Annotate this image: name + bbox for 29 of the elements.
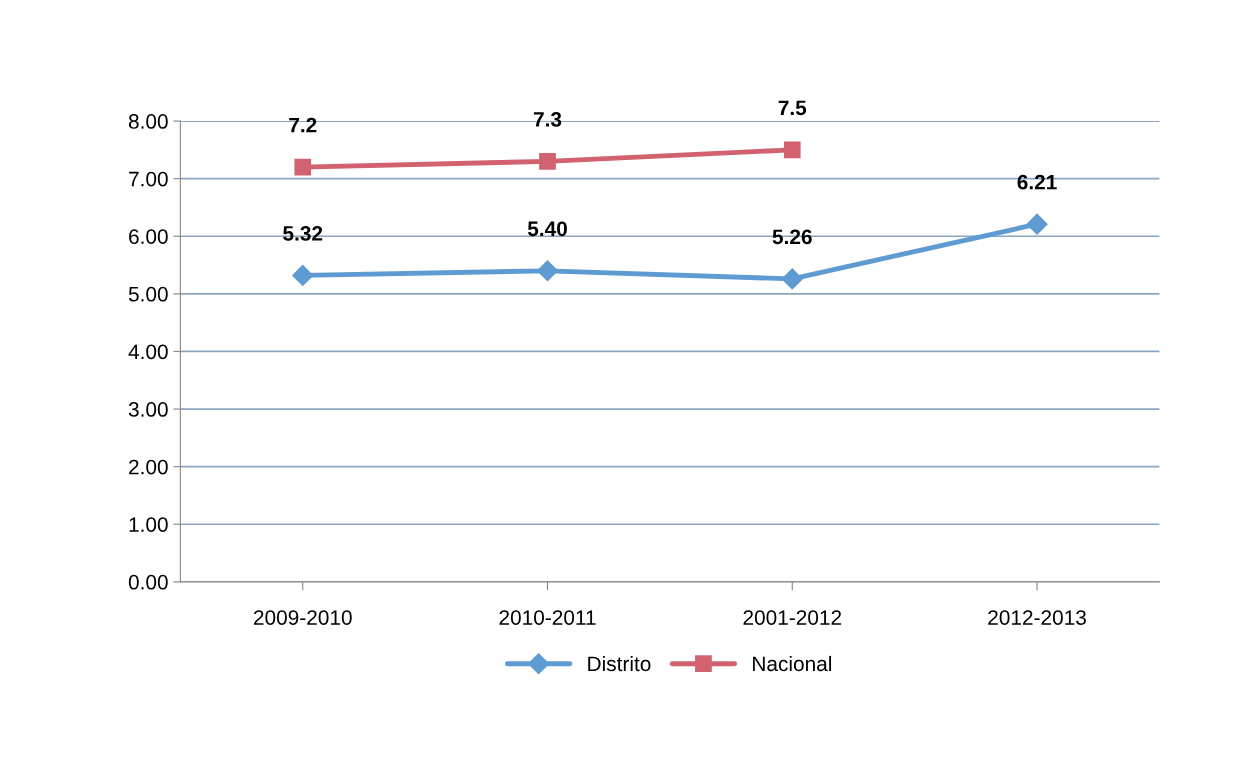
data-label: 7.5 bbox=[778, 100, 807, 116]
y-tick-label: 3.00 bbox=[128, 402, 168, 417]
data-label: 7.2 bbox=[289, 117, 317, 133]
x-tick-label: 2010-2011 bbox=[499, 610, 596, 625]
point bbox=[783, 141, 801, 159]
y-tick-label: 0.00 bbox=[128, 574, 168, 590]
legend-label: Distrito bbox=[588, 655, 651, 672]
point bbox=[539, 153, 556, 170]
point bbox=[536, 260, 559, 282]
y-tick-label: 1.00 bbox=[129, 517, 168, 532]
data-label: 5.26 bbox=[772, 229, 812, 245]
legend-label: Nacional bbox=[753, 655, 832, 672]
y-tick-label: 2.00 bbox=[129, 459, 168, 475]
x-tick-label: 2009-2010 bbox=[254, 610, 352, 625]
data-label: 5.32 bbox=[283, 225, 323, 241]
point bbox=[1026, 213, 1048, 235]
y-tick-label: 5.00 bbox=[128, 286, 168, 302]
data-label: 7.3 bbox=[533, 111, 562, 127]
data-label: 5.40 bbox=[527, 221, 567, 237]
point bbox=[781, 268, 803, 290]
data-label: 6.21 bbox=[1017, 174, 1057, 190]
y-tick-label: 4.00 bbox=[128, 344, 168, 360]
x-tick-label: 2012-2013 bbox=[988, 610, 1086, 625]
y-tick-label: 7.00 bbox=[129, 171, 168, 187]
y-tick-label: 8.00 bbox=[128, 114, 168, 129]
point bbox=[292, 264, 314, 286]
x-tick-label: 2001-2012 bbox=[743, 610, 842, 625]
point bbox=[294, 158, 312, 176]
y-tick-label: 6.00 bbox=[129, 229, 168, 245]
